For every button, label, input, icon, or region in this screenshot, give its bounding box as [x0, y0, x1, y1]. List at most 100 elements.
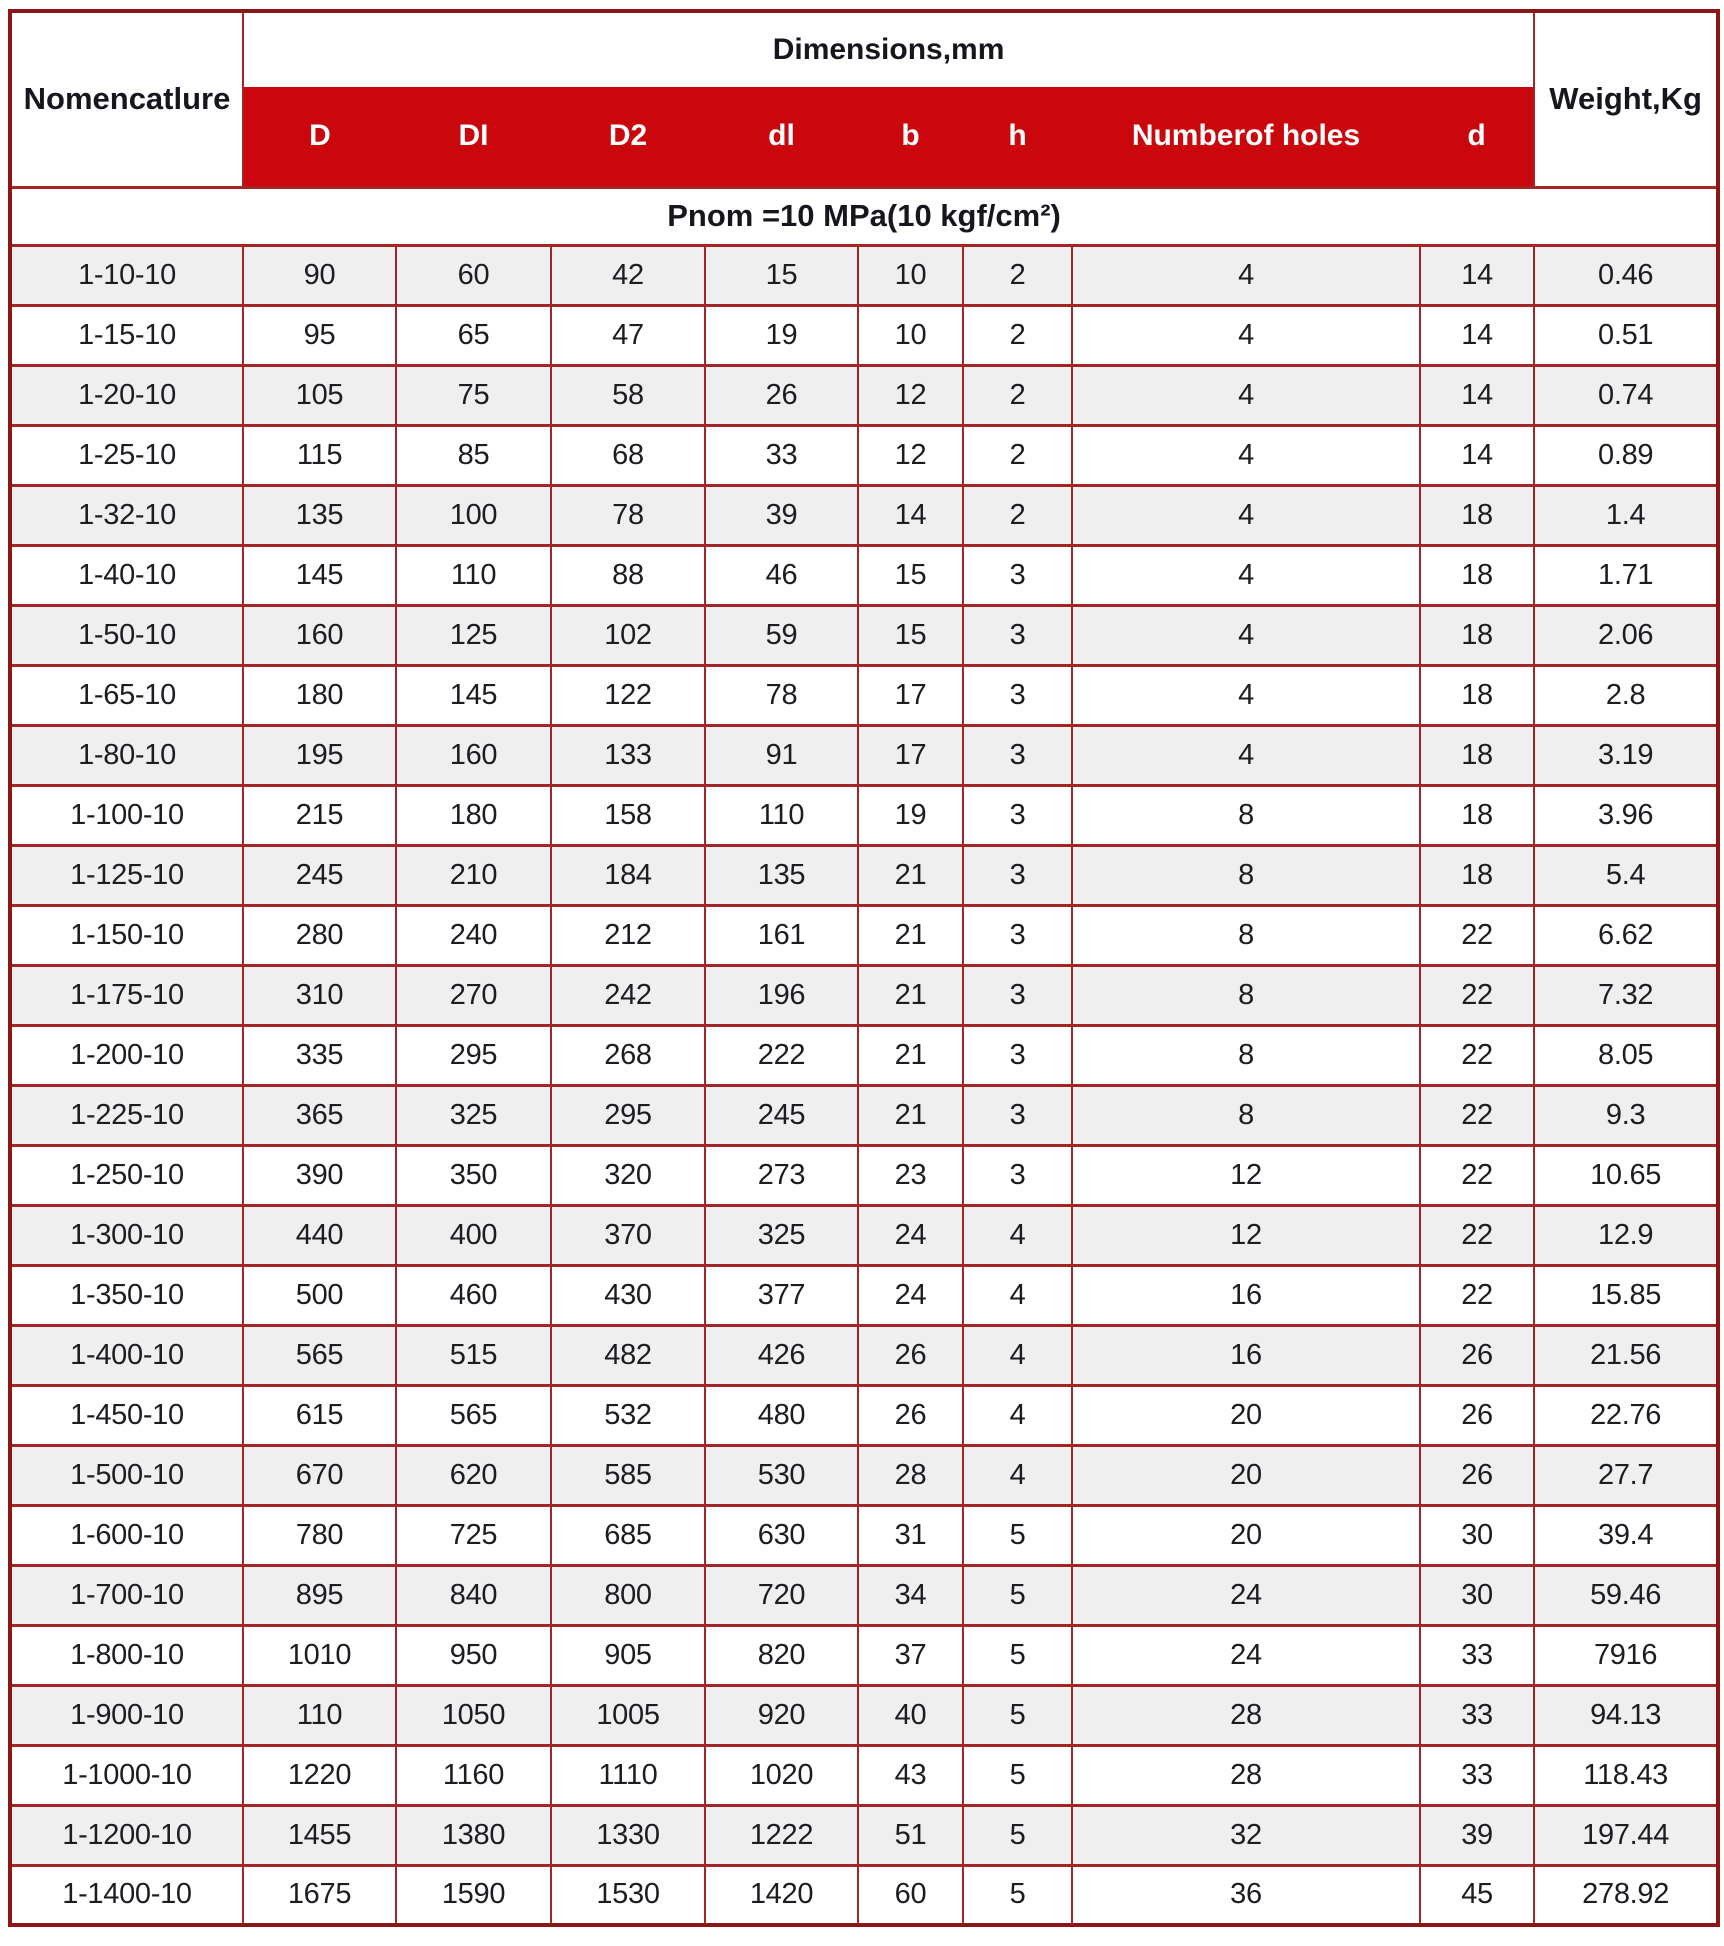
table-row: 1-350-10 500 460 430 377 24 4 16 22 15.85: [9, 1263, 1720, 1327]
value-cell: 10: [857, 243, 964, 307]
value-cell: 1005: [550, 1683, 706, 1747]
value-cell: 4: [1071, 723, 1421, 787]
value-cell: 28: [1071, 1743, 1421, 1807]
value-cell: 350: [395, 1143, 552, 1207]
value-cell: 85: [395, 423, 552, 487]
column-header-number-of-holes: Numberof holes: [1072, 87, 1420, 187]
value-cell: 135: [242, 483, 397, 547]
value-cell: 440: [242, 1203, 397, 1267]
value-cell: 3: [962, 783, 1073, 847]
value-cell: 426: [704, 1323, 859, 1387]
value-cell: 88: [550, 543, 706, 607]
value-cell: 295: [550, 1083, 706, 1147]
value-cell: 1380: [395, 1803, 552, 1867]
nomenclature-cell: 1-1400-10: [9, 1863, 244, 1927]
value-cell: 430: [550, 1263, 706, 1327]
value-cell: 2: [962, 483, 1073, 547]
value-cell: 950: [395, 1623, 552, 1687]
pressure-section-row: Pnom =10 MPa(10 kgf/cm²): [8, 185, 1720, 247]
value-cell: 840: [395, 1563, 552, 1627]
value-cell: 40: [857, 1683, 964, 1747]
value-cell: 34: [857, 1563, 964, 1627]
table-row: 1-400-10 565 515 482 426 26 4 16 26 21.56: [9, 1323, 1720, 1387]
column-header-D2: D2: [551, 87, 705, 187]
table-row: 1-15-10 95 65 47 19 10 2 4 14 0.51: [9, 303, 1720, 367]
value-cell: 278.92: [1533, 1863, 1720, 1927]
value-cell: 245: [704, 1083, 859, 1147]
value-cell: 3: [962, 903, 1073, 967]
value-cell: 180: [242, 663, 397, 727]
value-cell: 245: [242, 843, 397, 907]
value-cell: 45: [1418, 1863, 1536, 1927]
value-cell: 9.3: [1533, 1083, 1720, 1147]
value-cell: 19: [704, 303, 859, 367]
nomenclature-cell: 1-1000-10: [9, 1743, 244, 1807]
value-cell: 5: [962, 1803, 1073, 1867]
value-cell: 4: [1071, 363, 1421, 427]
value-cell: 3: [962, 1023, 1073, 1087]
column-header-b: b: [858, 87, 963, 187]
table-row: 1-900-10 110 1050 1005 920 40 5 28 33 94.13: [9, 1683, 1720, 1747]
value-cell: 32: [1071, 1803, 1421, 1867]
value-cell: 1220: [242, 1743, 397, 1807]
nomenclature-cell: 1-125-10: [9, 843, 244, 907]
value-cell: 10: [857, 303, 964, 367]
value-cell: 28: [857, 1443, 964, 1507]
value-cell: 5: [962, 1563, 1073, 1627]
table-row: 1-40-10 145 110 88 46 15 3 4 18 1.71: [9, 543, 1720, 607]
value-cell: 18: [1418, 603, 1536, 667]
value-cell: 800: [550, 1563, 706, 1627]
table-row: 1-100-10 215 180 158 110 19 3 8 18 3.96: [9, 783, 1720, 847]
value-cell: 325: [395, 1083, 552, 1147]
nomenclature-cell: 1-800-10: [9, 1623, 244, 1687]
value-cell: 3.96: [1533, 783, 1720, 847]
table-row: 1-1200-10 1455 1380 1330 1222 51 5 32 39 197.44: [9, 1803, 1720, 1867]
value-cell: 110: [242, 1683, 397, 1747]
value-cell: 1010: [242, 1623, 397, 1687]
value-cell: 280: [242, 903, 397, 967]
value-cell: 59.46: [1533, 1563, 1720, 1627]
nomenclature-cell: 1-250-10: [9, 1143, 244, 1207]
value-cell: 24: [857, 1203, 964, 1267]
value-cell: 6.62: [1533, 903, 1720, 967]
value-cell: 110: [704, 783, 859, 847]
value-cell: 14: [1418, 243, 1536, 307]
value-cell: 5: [962, 1503, 1073, 1567]
value-cell: 8: [1071, 843, 1421, 907]
nomenclature-cell: 1-80-10: [9, 723, 244, 787]
value-cell: 2: [962, 303, 1073, 367]
value-cell: 47: [550, 303, 706, 367]
column-header-h: h: [963, 87, 1072, 187]
table-row: 1-80-10 195 160 133 91 17 3 4 18 3.19: [9, 723, 1720, 787]
value-cell: 215: [242, 783, 397, 847]
value-cell: 39: [704, 483, 859, 547]
value-cell: 8: [1071, 783, 1421, 847]
value-cell: 1222: [704, 1803, 859, 1867]
value-cell: 59: [704, 603, 859, 667]
column-header-dl: dl: [705, 87, 858, 187]
value-cell: 33: [1418, 1683, 1536, 1747]
value-cell: 7916: [1533, 1623, 1720, 1687]
value-cell: 15: [857, 543, 964, 607]
value-cell: 43: [857, 1743, 964, 1807]
value-cell: 1330: [550, 1803, 706, 1867]
table-row: 1-20-10 105 75 58 26 12 2 4 14 0.74: [9, 363, 1720, 427]
value-cell: 620: [395, 1443, 552, 1507]
value-cell: 33: [1418, 1743, 1536, 1807]
value-cell: 482: [550, 1323, 706, 1387]
value-cell: 135: [704, 843, 859, 907]
value-cell: 2.06: [1533, 603, 1720, 667]
table-row: 1-500-10 670 620 585 530 28 4 20 26 27.7: [9, 1443, 1720, 1507]
nomenclature-cell: 1-1200-10: [9, 1803, 244, 1867]
value-cell: 60: [395, 243, 552, 307]
value-cell: 400: [395, 1203, 552, 1267]
value-cell: 920: [704, 1683, 859, 1747]
nomenclature-cell: 1-200-10: [9, 1023, 244, 1087]
value-cell: 22: [1418, 1023, 1536, 1087]
value-cell: 15: [857, 603, 964, 667]
value-cell: 161: [704, 903, 859, 967]
nomenclature-header: Nomencatlure: [9, 9, 244, 189]
value-cell: 26: [1418, 1383, 1536, 1447]
flange-dimensions-table: Nomencatlure Dimensions,mm Weight,Kg D D…: [8, 9, 1721, 1927]
